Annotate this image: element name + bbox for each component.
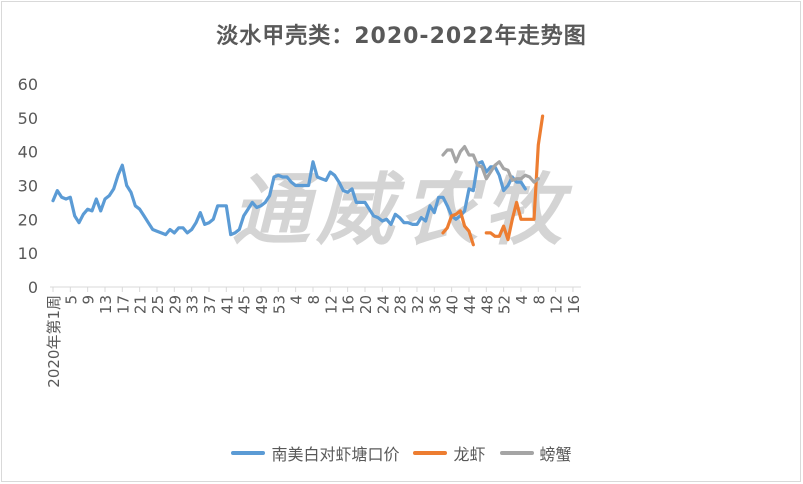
legend-swatch-crab bbox=[499, 451, 534, 455]
legend-label-crayfish: 龙虾 bbox=[453, 445, 486, 464]
x-tick-label: 40 bbox=[444, 295, 462, 314]
legend-swatch-crayfish bbox=[413, 451, 448, 455]
x-tick-label: 24 bbox=[374, 295, 392, 314]
series-line-crayfish bbox=[441, 209, 475, 247]
x-tick-label: 12 bbox=[322, 295, 340, 314]
x-tick-label: 20 bbox=[357, 295, 375, 314]
x-tick-label: 36 bbox=[426, 295, 444, 314]
series-line-shrimp bbox=[51, 160, 527, 237]
x-tick-label: 4 bbox=[288, 295, 306, 305]
x-tick-label: 29 bbox=[166, 295, 184, 314]
y-tick-label: 30 bbox=[18, 177, 38, 196]
legend-label-crab: 螃蟹 bbox=[539, 445, 572, 464]
x-tick-label: 28 bbox=[392, 295, 410, 314]
x-tick-label: 45 bbox=[236, 295, 254, 314]
x-tick-label: 2020年第1周 bbox=[45, 295, 63, 388]
legend-label-shrimp: 南美白对虾塘口价 bbox=[271, 445, 400, 464]
x-tick-label: 8 bbox=[530, 295, 548, 305]
legend-item-shrimp[interactable]: 南美白对虾塘口价 bbox=[231, 441, 399, 465]
x-tick-label: 16 bbox=[565, 295, 583, 314]
y-tick-label: 50 bbox=[18, 109, 38, 128]
x-tick-label: 9 bbox=[80, 295, 98, 305]
x-tick-label: 53 bbox=[270, 295, 288, 314]
series-line-crab bbox=[441, 145, 540, 184]
x-tick-label: 17 bbox=[114, 295, 132, 314]
x-tick-label: 32 bbox=[409, 295, 427, 314]
series-line-crayfish bbox=[484, 114, 545, 242]
legend-item-crab[interactable]: 螃蟹 bbox=[499, 441, 572, 465]
x-tick-label: 12 bbox=[548, 295, 566, 314]
x-tick-label: 4 bbox=[513, 295, 531, 305]
y-tick-label: 40 bbox=[18, 143, 38, 162]
y-tick-label: 0 bbox=[28, 278, 38, 297]
x-tick-label: 8 bbox=[305, 295, 323, 305]
x-tick-label: 13 bbox=[97, 295, 115, 314]
x-tick-label: 21 bbox=[132, 295, 150, 314]
legend-item-crayfish[interactable]: 龙虾 bbox=[413, 441, 486, 465]
x-tick-label: 37 bbox=[201, 295, 219, 314]
x-tick-label: 52 bbox=[496, 295, 514, 314]
x-tick-label: 25 bbox=[149, 295, 167, 314]
legend-swatch-shrimp bbox=[231, 451, 266, 455]
x-tick-label: 49 bbox=[253, 295, 271, 314]
x-tick-label: 5 bbox=[62, 295, 80, 305]
y-tick-label: 20 bbox=[18, 210, 38, 229]
x-tick-label: 44 bbox=[461, 295, 479, 314]
x-tick-label: 48 bbox=[478, 295, 496, 314]
chart-legend: 南美白对虾塘口价 龙虾 螃蟹 bbox=[0, 441, 803, 465]
x-tick-label: 16 bbox=[340, 295, 358, 314]
y-tick-label: 60 bbox=[18, 75, 38, 94]
y-tick-label: 10 bbox=[18, 244, 38, 263]
chart-title: 淡水甲壳类：2020-2022年走势图 bbox=[216, 24, 587, 49]
x-tick-label: 33 bbox=[184, 295, 202, 314]
x-tick-label: 41 bbox=[218, 295, 236, 314]
